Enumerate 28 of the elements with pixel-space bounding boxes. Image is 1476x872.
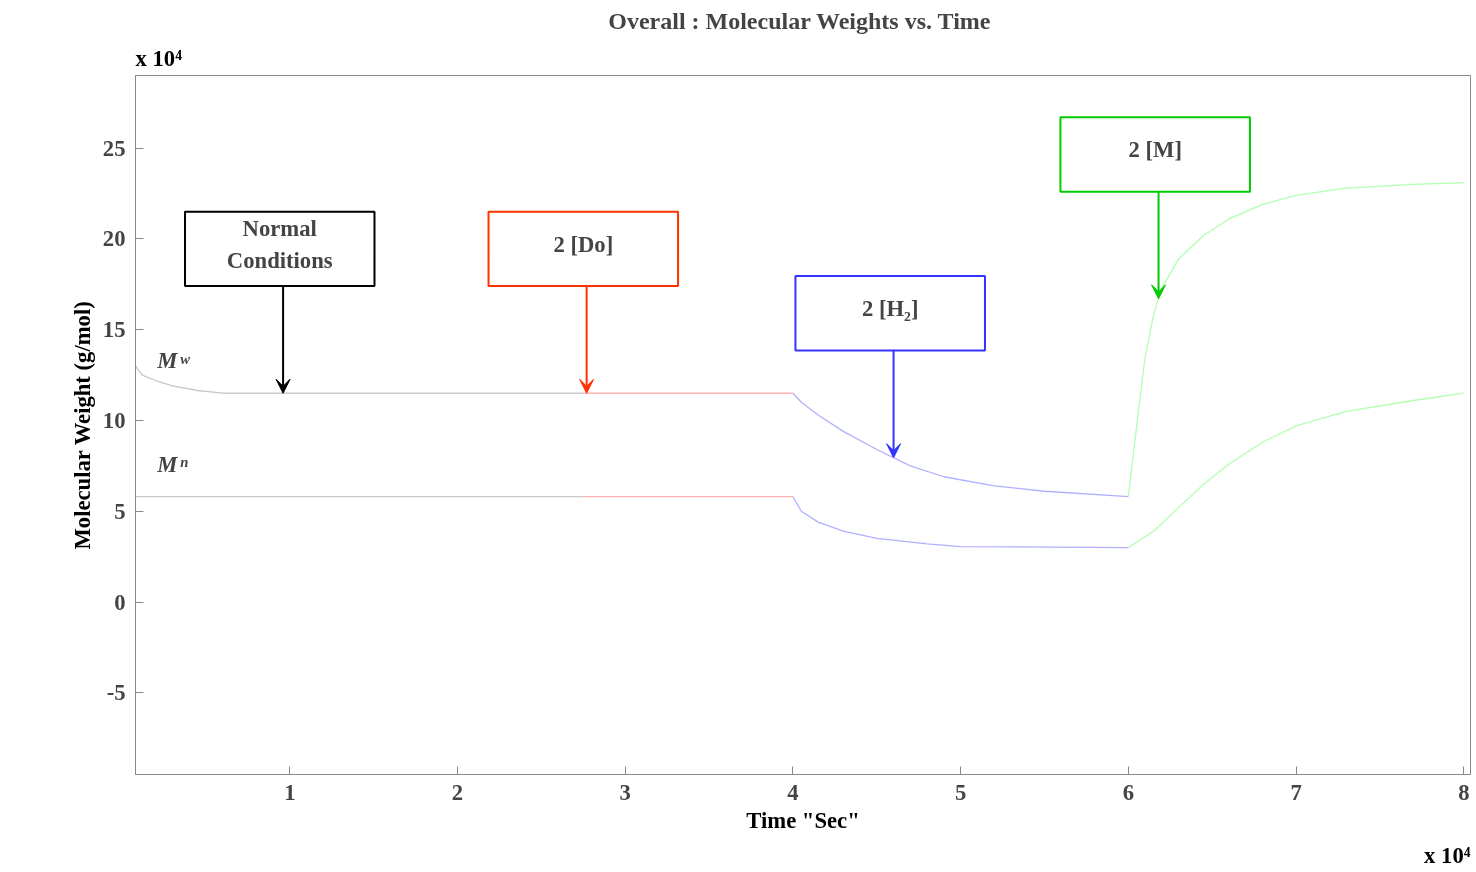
- x-tick-label: 6: [1122, 779, 1135, 805]
- line-series: [1127, 392, 1465, 549]
- y-tick-label: 0: [114, 589, 126, 615]
- line-series: [1127, 181, 1465, 498]
- x-tick-label: 4: [787, 779, 799, 805]
- annotation: Normal Conditions: [226, 215, 333, 273]
- y-tick-label: 15: [102, 317, 126, 343]
- text: x 10⁴: [1424, 842, 1471, 868]
- y-tick-label: 20: [102, 226, 126, 252]
- x-tick-label: 3: [619, 779, 631, 805]
- y-tick-label: 5: [114, 498, 126, 524]
- line-series: [792, 392, 1130, 498]
- x-tick-label: 5: [954, 779, 967, 805]
- annotation: 2 [Do]: [553, 231, 614, 257]
- x-axis-title: Time "Sec": [746, 807, 860, 833]
- y-tick-label: 25: [102, 135, 126, 161]
- y-tick-label: 10: [102, 407, 126, 433]
- x-tick-label: 7: [1290, 779, 1302, 805]
- annotation: 2 [H₂]: [861, 296, 919, 322]
- y-axis-title: Molecular Weight (g/mol): [69, 301, 95, 550]
- x-tick-label: 2: [451, 779, 464, 805]
- text: x 10⁴: [135, 45, 183, 71]
- line-series: [792, 496, 1130, 549]
- chart-title: Overall : Molecular Weights vs. Time: [608, 7, 991, 34]
- x-tick-label: 1: [284, 779, 296, 805]
- y-tick-label: -5: [106, 680, 126, 706]
- x-tick-label: 8: [1458, 779, 1470, 805]
- annotation: 2 [M]: [1128, 137, 1182, 163]
